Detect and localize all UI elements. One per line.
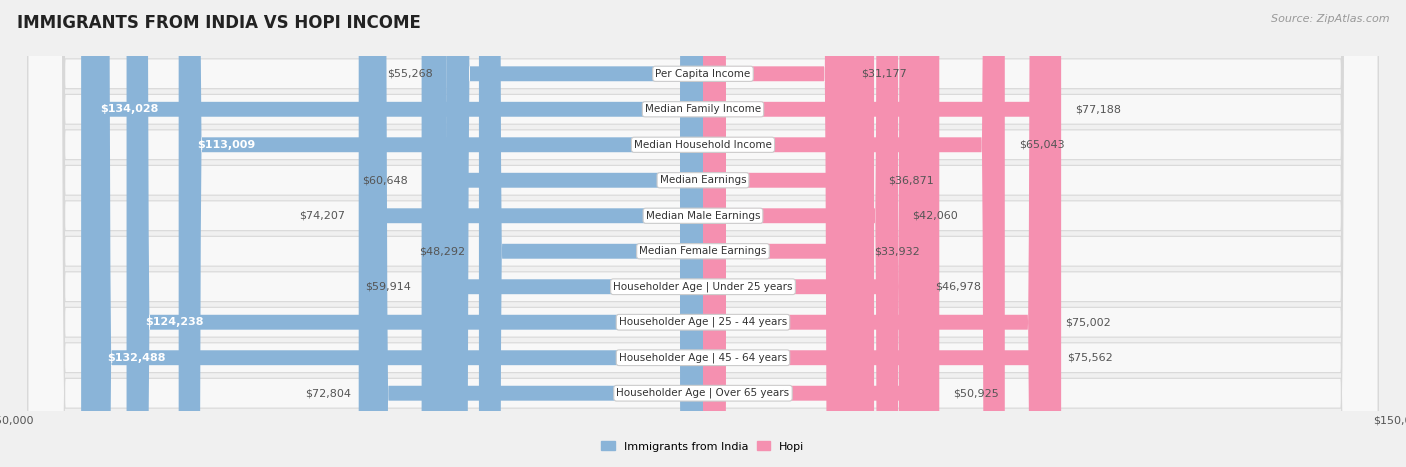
FancyBboxPatch shape: [82, 0, 703, 467]
FancyBboxPatch shape: [422, 0, 703, 467]
Text: $36,871: $36,871: [889, 175, 934, 185]
FancyBboxPatch shape: [703, 0, 898, 467]
Text: IMMIGRANTS FROM INDIA VS HOPI INCOME: IMMIGRANTS FROM INDIA VS HOPI INCOME: [17, 14, 420, 32]
FancyBboxPatch shape: [28, 0, 1378, 467]
Text: $75,002: $75,002: [1064, 317, 1111, 327]
Text: $75,562: $75,562: [1067, 353, 1114, 363]
Text: $65,043: $65,043: [1019, 140, 1064, 150]
FancyBboxPatch shape: [703, 0, 1062, 467]
Text: Median Household Income: Median Household Income: [634, 140, 772, 150]
Text: $60,648: $60,648: [361, 175, 408, 185]
Text: $124,238: $124,238: [145, 317, 204, 327]
FancyBboxPatch shape: [28, 0, 1378, 467]
FancyBboxPatch shape: [359, 0, 703, 467]
FancyBboxPatch shape: [703, 0, 921, 467]
Text: $74,207: $74,207: [298, 211, 344, 221]
Text: Householder Age | Under 25 years: Householder Age | Under 25 years: [613, 282, 793, 292]
Text: $55,268: $55,268: [387, 69, 433, 79]
Text: Householder Age | Over 65 years: Householder Age | Over 65 years: [616, 388, 790, 398]
Text: Source: ZipAtlas.com: Source: ZipAtlas.com: [1271, 14, 1389, 24]
Text: $33,932: $33,932: [875, 246, 920, 256]
Text: $72,804: $72,804: [305, 388, 352, 398]
Text: Householder Age | 25 - 44 years: Householder Age | 25 - 44 years: [619, 317, 787, 327]
FancyBboxPatch shape: [703, 0, 939, 467]
FancyBboxPatch shape: [703, 0, 848, 467]
Text: Median Male Earnings: Median Male Earnings: [645, 211, 761, 221]
Text: Per Capita Income: Per Capita Income: [655, 69, 751, 79]
Text: $134,028: $134,028: [100, 104, 157, 114]
FancyBboxPatch shape: [703, 0, 875, 467]
FancyBboxPatch shape: [28, 0, 1378, 467]
Text: Median Family Income: Median Family Income: [645, 104, 761, 114]
FancyBboxPatch shape: [28, 0, 1378, 467]
FancyBboxPatch shape: [703, 0, 1052, 467]
Text: Householder Age | 45 - 64 years: Householder Age | 45 - 64 years: [619, 353, 787, 363]
FancyBboxPatch shape: [447, 0, 703, 467]
Text: $48,292: $48,292: [419, 246, 465, 256]
FancyBboxPatch shape: [28, 0, 1378, 467]
Text: $132,488: $132,488: [107, 353, 166, 363]
Legend: Immigrants from India, Hopi: Immigrants from India, Hopi: [602, 441, 804, 452]
FancyBboxPatch shape: [28, 0, 1378, 467]
Text: $31,177: $31,177: [862, 69, 907, 79]
FancyBboxPatch shape: [28, 0, 1378, 467]
FancyBboxPatch shape: [703, 0, 1005, 467]
Text: $42,060: $42,060: [912, 211, 957, 221]
Text: $77,188: $77,188: [1076, 104, 1121, 114]
FancyBboxPatch shape: [89, 0, 703, 467]
FancyBboxPatch shape: [703, 0, 860, 467]
Text: $50,925: $50,925: [953, 388, 998, 398]
FancyBboxPatch shape: [425, 0, 703, 467]
Text: Median Earnings: Median Earnings: [659, 175, 747, 185]
FancyBboxPatch shape: [179, 0, 703, 467]
FancyBboxPatch shape: [28, 0, 1378, 467]
FancyBboxPatch shape: [28, 0, 1378, 467]
Text: $59,914: $59,914: [366, 282, 411, 292]
FancyBboxPatch shape: [703, 0, 1053, 467]
FancyBboxPatch shape: [127, 0, 703, 467]
Text: $46,978: $46,978: [935, 282, 981, 292]
FancyBboxPatch shape: [28, 0, 1378, 467]
FancyBboxPatch shape: [479, 0, 703, 467]
Text: Median Female Earnings: Median Female Earnings: [640, 246, 766, 256]
FancyBboxPatch shape: [366, 0, 703, 467]
Text: $113,009: $113,009: [197, 140, 256, 150]
